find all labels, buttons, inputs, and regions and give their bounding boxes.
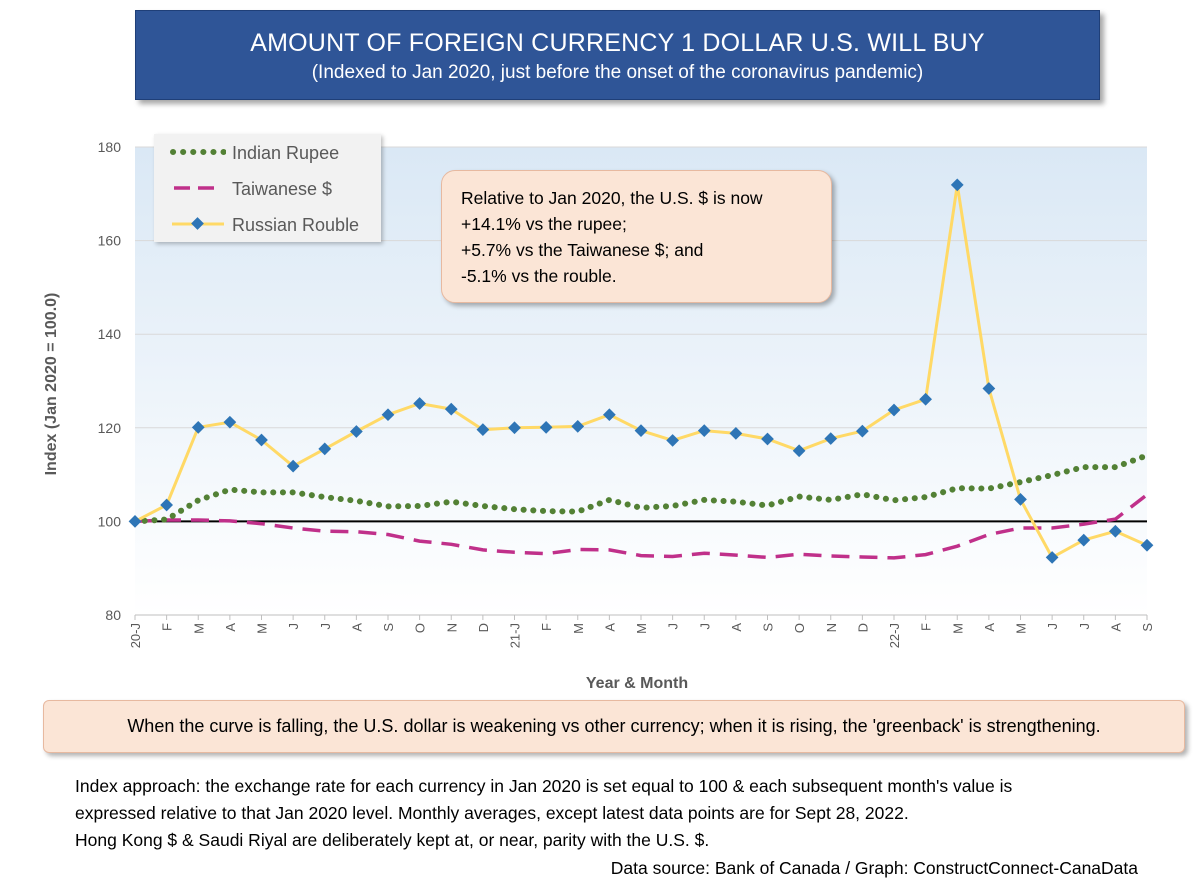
x-tick-label: O: [413, 623, 428, 633]
x-tick-label: M: [1014, 623, 1029, 634]
x-tick-label: F: [919, 623, 934, 631]
x-tick-label: M: [191, 623, 206, 634]
x-tick-label: 22-J: [887, 623, 902, 648]
x-tick-label: A: [602, 623, 617, 632]
x-tick-label: A: [1108, 623, 1123, 632]
y-tick-label: 180: [98, 139, 122, 155]
x-tick-label: N: [444, 623, 459, 632]
footnote-line: Index approach: the exchange rate for ea…: [75, 776, 1013, 796]
legend-item-rouble: Russian Rouble: [154, 209, 381, 239]
legend-item-taiwan: Taiwanese $: [154, 173, 381, 203]
x-tick-label: F: [539, 623, 554, 631]
x-axis-ticks: 20-J F M A M J J A S O N D 21-J F M A M J J A S O N D 22-J F M A M J J…: [128, 614, 1155, 648]
x-tick-label: M: [255, 623, 270, 634]
x-tick-label: A: [729, 623, 744, 632]
x-tick-label: S: [1140, 623, 1155, 632]
y-axis-ticks: 80 100 120 140 160 180: [98, 139, 122, 623]
x-tick-label: 21-J: [508, 623, 523, 648]
rouble-point: [160, 498, 173, 512]
legend: Indian Rupee Taiwanese $ Russian Rouble: [154, 134, 381, 242]
dotted-line-icon: [170, 149, 226, 155]
series-line-indian-rupee: [132, 452, 1150, 525]
series-line-taiwanese-dollar: [134, 493, 1149, 560]
callout-line: -5.1% vs the rouble.: [461, 266, 617, 286]
y-tick-label: 140: [98, 326, 122, 342]
x-tick-label: F: [160, 623, 175, 631]
y-tick-label: 80: [105, 607, 121, 623]
x-tick-label: M: [634, 623, 649, 634]
rouble-point: [286, 459, 300, 473]
legend-label-taiwan: Taiwanese $: [232, 179, 333, 199]
rouble-point: [413, 397, 426, 410]
y-axis-title: Index (Jan 2020 = 100.0): [43, 293, 60, 476]
line-with-diamond-icon: [172, 217, 224, 230]
x-tick-label: J: [1045, 623, 1060, 630]
x-tick-label: 20-J: [128, 623, 143, 648]
x-tick-label: J: [666, 623, 681, 630]
x-tick-label: J: [286, 623, 301, 630]
title-banner: AMOUNT OF FOREIGN CURRENCY 1 DOLLAR U.S.…: [135, 10, 1100, 100]
interpretation-note: When the curve is falling, the U.S. doll…: [43, 700, 1185, 753]
x-tick-label: A: [223, 623, 238, 632]
callout-line: +14.1% vs the rupee;: [461, 214, 627, 234]
x-tick-label: S: [761, 623, 776, 632]
rouble-point: [255, 433, 268, 447]
chart-subtitle: (Indexed to Jan 2020, just before the on…: [311, 62, 924, 83]
data-source: Data source: Bank of Canada / Graph: Con…: [610, 858, 1138, 878]
y-tick-label: 160: [98, 233, 122, 249]
x-axis-title: Year & Month: [586, 675, 688, 692]
dashed-line-icon: [174, 186, 222, 190]
chart-title: AMOUNT OF FOREIGN CURRENCY 1 DOLLAR U.S.…: [250, 29, 985, 57]
x-tick-label: M: [571, 623, 586, 634]
rouble-point: [191, 420, 205, 434]
x-tick-label: D: [855, 623, 870, 632]
legend-label-rupee: Indian Rupee: [232, 143, 340, 163]
legend-item-rupee: Indian Rupee: [154, 137, 381, 167]
x-tick-label: S: [381, 623, 396, 632]
summary-callout: Relative to Jan 2020, the U.S. $ is now …: [441, 170, 832, 303]
y-tick-label: 100: [98, 513, 122, 529]
x-tick-label: J: [318, 623, 333, 630]
x-tick-label: N: [824, 623, 839, 632]
rouble-point: [318, 442, 332, 456]
rouble-point: [350, 425, 363, 438]
rouble-point: [476, 423, 490, 437]
x-tick-label: O: [792, 623, 807, 633]
y-tick-label: 120: [98, 420, 122, 436]
footnote-line: Hong Kong $ & Saudi Riyal are deliberate…: [75, 830, 710, 850]
footnote-line: expressed relative to that Jan 2020 leve…: [75, 803, 909, 823]
callout-line: +5.7% vs the Taiwanese $; and: [461, 240, 704, 260]
rouble-point: [223, 415, 237, 429]
x-tick-label: D: [476, 623, 491, 632]
rouble-point: [381, 408, 395, 422]
x-tick-label: A: [349, 623, 364, 632]
x-tick-label: J: [1077, 623, 1092, 630]
x-tick-label: J: [697, 623, 712, 630]
legend-label-rouble: Russian Rouble: [232, 215, 360, 235]
callout-line: Relative to Jan 2020, the U.S. $ is now: [461, 188, 763, 208]
x-tick-label: M: [950, 623, 965, 634]
rouble-point: [444, 402, 458, 416]
x-tick-label: A: [982, 623, 997, 632]
